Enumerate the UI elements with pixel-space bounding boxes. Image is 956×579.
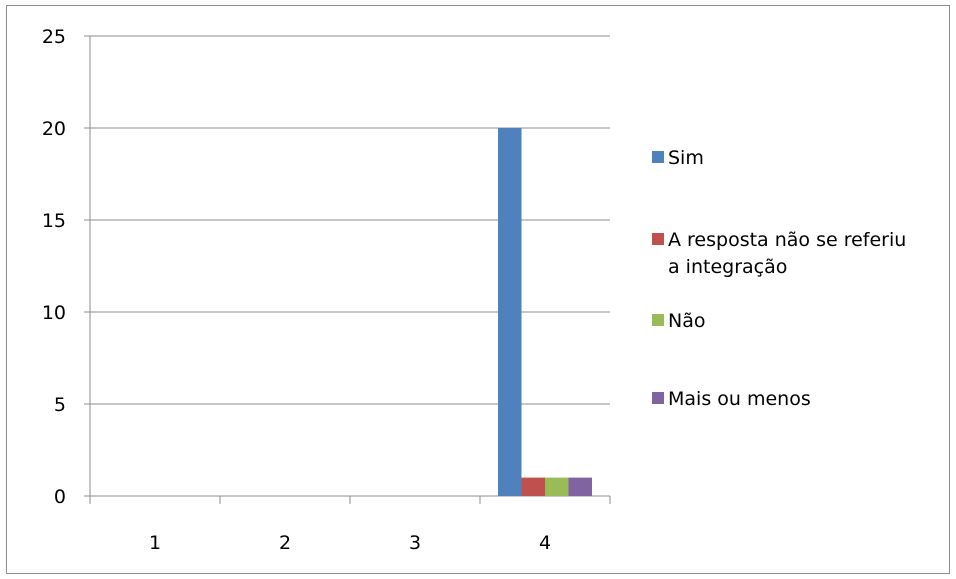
legend-swatch [652, 151, 664, 163]
y-axis: 0 5 10 15 20 25 [42, 26, 91, 508]
legend: Sim A resposta não se referiu a integração… [652, 147, 906, 410]
y-tick-label: 0 [54, 486, 66, 508]
legend-item: Não [652, 310, 705, 332]
x-tick-label: 2 [279, 532, 291, 554]
y-tick-label: 20 [42, 118, 66, 140]
bar [498, 128, 522, 496]
y-tick-label: 5 [54, 394, 66, 416]
x-tick-label: 1 [149, 532, 161, 554]
legend-label: Mais ou menos [668, 388, 811, 410]
y-tick-label: 25 [42, 26, 66, 48]
x-axis: 1 2 3 4 [89, 495, 611, 554]
bars [498, 128, 592, 496]
x-tick-label: 3 [409, 532, 421, 554]
gridlines [90, 35, 610, 405]
legend-item: Mais ou menos [652, 388, 811, 410]
legend-label: A resposta não se referiu a integração [668, 229, 906, 278]
legend-item: A resposta não se referiu a integração [652, 229, 906, 278]
legend-swatch [652, 233, 664, 245]
y-tick-label: 10 [42, 302, 66, 324]
y-tick-label: 15 [42, 210, 66, 232]
chart-frame [6, 5, 950, 574]
legend-swatch [652, 392, 664, 404]
bar [545, 477, 569, 496]
legend-label: Sim [668, 147, 704, 169]
bar [521, 477, 545, 496]
legend-item: Sim [652, 147, 704, 169]
x-tick-label: 4 [539, 532, 551, 554]
bar [568, 477, 592, 496]
legend-swatch [652, 314, 664, 326]
legend-label: Não [668, 310, 705, 332]
